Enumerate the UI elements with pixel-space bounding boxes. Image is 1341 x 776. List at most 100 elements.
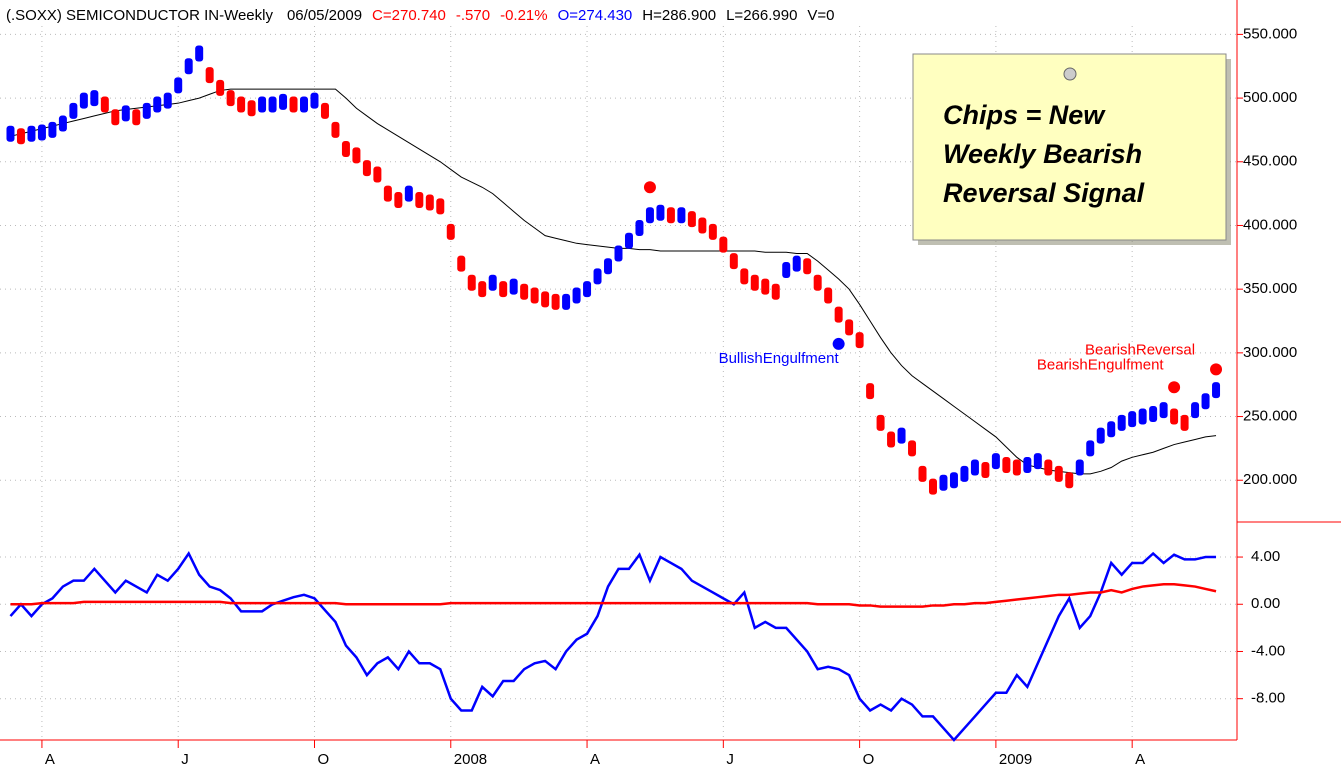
candle — [593, 268, 602, 285]
candle — [687, 211, 696, 228]
candle — [887, 431, 896, 448]
candle — [37, 124, 46, 141]
candle — [562, 293, 571, 310]
candle — [205, 67, 214, 84]
y2-tick-label: -8.00 — [1251, 690, 1285, 707]
candle — [153, 96, 162, 113]
candle — [1065, 472, 1074, 489]
annotation: BullishEngulfment — [719, 350, 840, 367]
candle — [666, 207, 675, 224]
note-background — [912, 53, 1227, 241]
note-box: Chips = New Weekly Bearish Reversal Sign… — [912, 53, 1231, 245]
candle — [855, 332, 864, 349]
header-text: (.SOXX) SEMICONDUCTOR IN-Weekly — [6, 7, 273, 24]
candle — [467, 274, 476, 291]
x-tick-label: J — [726, 751, 734, 768]
candle — [918, 465, 927, 482]
candle — [1191, 402, 1200, 419]
candle — [1033, 453, 1042, 470]
candle — [310, 92, 319, 109]
candle — [1096, 427, 1105, 444]
candle — [1117, 414, 1126, 431]
candle — [803, 258, 812, 275]
candle — [750, 274, 759, 291]
candle — [226, 90, 235, 107]
candle — [132, 109, 141, 126]
note-line: Chips = New — [943, 100, 1106, 130]
candle — [530, 287, 539, 304]
candle — [897, 427, 906, 444]
x-tick-label: O — [317, 751, 329, 768]
header-text: -.570 — [456, 7, 490, 24]
signal-dot — [643, 181, 656, 194]
candle — [624, 232, 633, 249]
candle — [373, 166, 382, 183]
candle — [991, 453, 1000, 470]
candle — [341, 141, 350, 158]
candle — [16, 128, 25, 145]
y-tick-label: 200.000 — [1243, 471, 1297, 488]
x-tick-label: A — [45, 751, 55, 768]
candle — [100, 96, 109, 113]
y-tick-label: 400.000 — [1243, 216, 1297, 233]
candle — [928, 478, 937, 495]
candle — [300, 96, 309, 113]
candle — [1075, 459, 1084, 476]
x-tick-label: A — [590, 751, 600, 768]
candle — [813, 274, 822, 291]
candle — [446, 223, 455, 240]
candle — [216, 79, 225, 96]
indicator-line — [10, 582, 1217, 608]
candle — [79, 92, 88, 109]
candle — [719, 236, 728, 253]
x-tick-label: 2009 — [999, 751, 1032, 768]
candle — [908, 440, 917, 457]
annotation: BearishEngulfment — [1037, 357, 1165, 374]
candle — [352, 147, 361, 164]
candle — [541, 291, 550, 308]
candle — [645, 207, 654, 224]
candle — [237, 96, 246, 113]
candle — [27, 125, 36, 142]
candle — [404, 185, 413, 202]
signal-dot — [1168, 381, 1181, 394]
moving-average — [10, 88, 1217, 475]
candle — [981, 462, 990, 479]
candle — [1201, 393, 1210, 410]
candle — [184, 58, 193, 75]
candle — [1128, 411, 1137, 428]
candle — [970, 459, 979, 476]
candle — [782, 262, 791, 279]
header-text: H=286.900 — [642, 7, 716, 24]
x-tick-label: O — [863, 751, 875, 768]
candle — [331, 121, 340, 138]
candle — [845, 319, 854, 336]
y2-tick-label: 4.00 — [1251, 548, 1280, 565]
candle — [69, 102, 78, 119]
candle — [1012, 459, 1021, 476]
header-text: L=266.990 — [726, 7, 797, 24]
header-text: 06/05/2009 — [287, 7, 362, 24]
y-tick-label: 300.000 — [1243, 344, 1297, 361]
candle — [362, 160, 371, 177]
header: (.SOXX) SEMICONDUCTOR IN-Weekly 06/05/200… — [6, 7, 835, 24]
candle — [457, 255, 466, 272]
candle — [824, 287, 833, 304]
candle — [866, 383, 875, 400]
x-tick-label: 2008 — [454, 751, 487, 768]
candle — [1149, 405, 1158, 422]
candle — [876, 414, 885, 431]
candle — [1138, 408, 1147, 425]
y2-tick-label: 0.00 — [1251, 595, 1280, 612]
candle — [1170, 408, 1179, 425]
y-tick-label: 500.000 — [1243, 89, 1297, 106]
candle — [677, 207, 686, 224]
candle — [740, 268, 749, 285]
candle — [111, 109, 120, 126]
candle — [279, 93, 288, 110]
x-tick-label: J — [181, 751, 189, 768]
candle — [268, 96, 277, 113]
candle — [174, 77, 183, 94]
candle — [1023, 456, 1032, 473]
